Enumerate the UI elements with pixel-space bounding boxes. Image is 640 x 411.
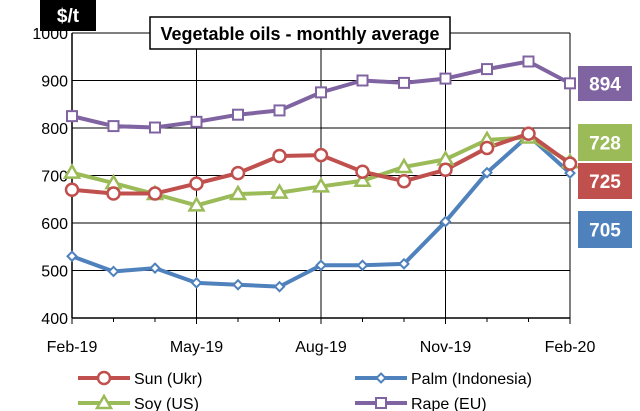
point-soy-us-4: [228, 184, 248, 201]
point-soy-us-3: [187, 195, 206, 212]
legend-label-rape-eu: Rape (EU): [411, 396, 487, 411]
point-palm-indonesia-0: [66, 250, 78, 263]
end-label-sun-ukr: 725: [589, 172, 621, 193]
chart-title-box: [149, 16, 451, 50]
point-sun-ukr-10: [479, 140, 495, 156]
end-label-box-rape-eu: [578, 66, 632, 101]
point-soy-us-8: [394, 157, 414, 174]
point-rape-eu-12: [564, 77, 576, 90]
end-label-box-soy-us: [578, 124, 632, 161]
point-palm-indonesia-6: [315, 259, 327, 272]
gridlines: [71, 32, 571, 319]
point-sun-ukr-2: [147, 186, 163, 201]
y-tick-label-500: 500: [41, 264, 68, 281]
point-palm-indonesia-10: [481, 166, 493, 179]
legend-label-sun-ukr: Sun (Ukr): [134, 371, 202, 388]
point-sun-ukr-12: [562, 156, 578, 171]
unit-label: $/t: [57, 6, 80, 27]
y-tick-label-600: 600: [41, 216, 68, 233]
x-tick-label-3: Nov-19: [420, 339, 472, 356]
end-label-box-sun-ukr: [578, 163, 632, 199]
legend-label-soy-us: Soy (US): [134, 396, 199, 411]
legend-marker-palm-indonesia: [375, 372, 387, 384]
legend-marker-rape-eu: [375, 397, 387, 409]
point-sun-ukr-9: [438, 162, 453, 178]
y-tick-label-900: 900: [41, 74, 68, 91]
point-rape-eu-10: [481, 63, 493, 76]
point-sun-ukr-3: [189, 176, 204, 191]
point-rape-eu-3: [190, 115, 203, 128]
point-rape-eu-0: [66, 110, 78, 123]
point-sun-ukr-0: [64, 182, 80, 197]
point-palm-indonesia-7: [356, 259, 369, 272]
chart-title: Vegetable oils - monthly average: [160, 24, 439, 44]
point-palm-indonesia-8: [398, 257, 410, 270]
end-label-box-palm-indonesia: [578, 211, 632, 248]
end-label-soy-us: 728: [589, 134, 621, 155]
legend: Sun (Ukr) Palm (Indonesia) Soy (US) Rape (E…: [78, 370, 532, 411]
point-rape-eu-1: [107, 120, 120, 133]
point-palm-indonesia-2: [149, 262, 161, 275]
point-soy-us-5: [270, 183, 289, 199]
x-tick-label-0: Feb-19: [47, 339, 98, 356]
point-rape-eu-7: [356, 74, 369, 87]
point-soy-us-0: [62, 163, 82, 179]
point-palm-indonesia-12: [564, 167, 576, 180]
point-sun-ukr-4: [230, 165, 246, 181]
x-tick-label-2: Aug-19: [295, 339, 347, 356]
point-rape-eu-6: [315, 86, 327, 99]
point-rape-eu-8: [398, 76, 410, 89]
y-tick-label-800: 800: [41, 121, 68, 138]
end-labels: 725 705 728 894: [578, 66, 632, 248]
point-palm-indonesia-4: [232, 278, 244, 291]
legend-marker-soy-us: [94, 393, 114, 410]
unit-label-box: [40, 0, 96, 31]
point-sun-ukr-8: [396, 173, 412, 189]
point-sun-ukr-11: [521, 126, 536, 141]
point-rape-eu-2: [149, 121, 161, 134]
point-palm-indonesia-9: [439, 215, 452, 228]
point-sun-ukr-7: [355, 164, 370, 179]
point-rape-eu-5: [273, 104, 286, 117]
point-rape-eu-4: [232, 108, 244, 121]
point-rape-eu-11: [522, 55, 535, 68]
point-sun-ukr-5: [272, 148, 287, 164]
point-sun-ukr-1: [106, 186, 121, 201]
point-soy-us-6: [311, 176, 331, 193]
legend-marker-sun-ukr: [96, 370, 112, 386]
x-tick-label-1: May-19: [170, 339, 223, 356]
point-palm-indonesia-3: [190, 276, 203, 289]
x-tick-label-4: Feb-20: [545, 339, 596, 356]
y-tick-label-700: 700: [41, 169, 68, 186]
point-palm-indonesia-5: [273, 280, 286, 293]
point-palm-indonesia-1: [107, 265, 120, 278]
series-markers: [62, 55, 580, 293]
end-label-palm-indonesia: 705: [589, 221, 621, 242]
legend-label-palm-indonesia: Palm (Indonesia): [411, 371, 532, 388]
point-sun-ukr-6: [313, 147, 329, 163]
point-soy-us-7: [353, 171, 372, 187]
end-label-rape-eu: 894: [589, 75, 621, 96]
point-rape-eu-9: [439, 72, 452, 85]
y-tick-label-400: 400: [41, 311, 68, 328]
